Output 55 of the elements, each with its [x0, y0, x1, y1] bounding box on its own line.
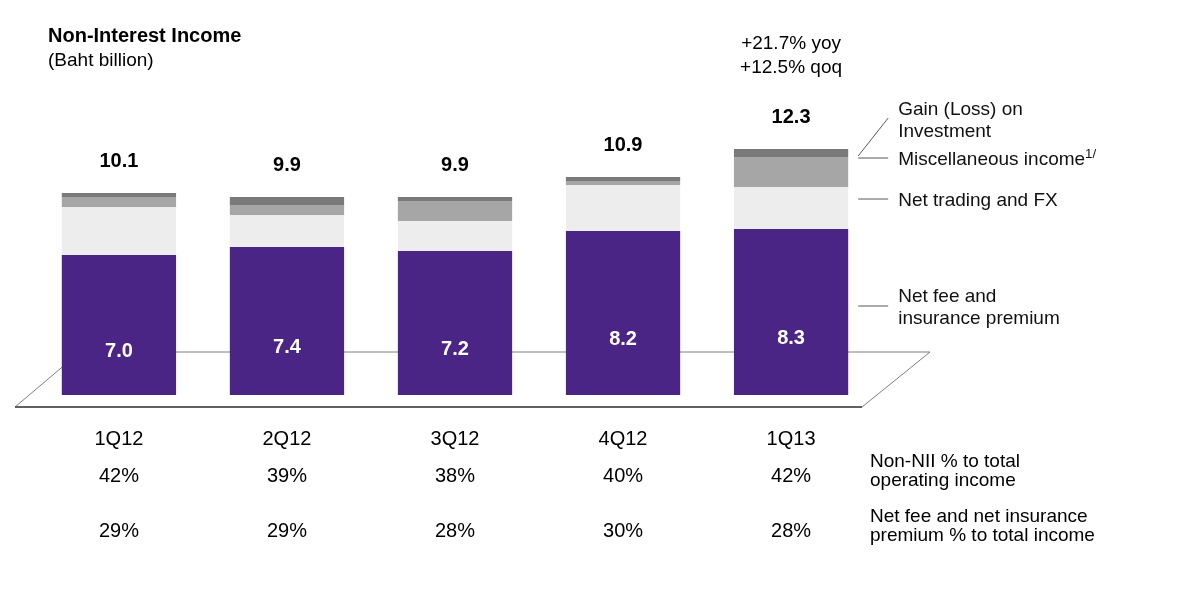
- chart-subtitle: (Baht billion): [48, 49, 154, 70]
- total-label: 10.1: [99, 149, 139, 171]
- bar: [397, 221, 513, 251]
- text: Net fee and net insurance premium % to total income: [870, 505, 1095, 545]
- bar: [733, 187, 849, 229]
- x-tick-label: 1Q13: [766, 427, 816, 449]
- bar: [61, 207, 177, 255]
- text: 28%: [771, 519, 812, 541]
- bar: [229, 205, 345, 215]
- x-tick-label: 1Q12: [94, 427, 144, 449]
- text: +12.5% qoq: [740, 56, 843, 77]
- text: +21.7% yoy: [741, 32, 842, 53]
- bar: [397, 197, 513, 201]
- data-label: 8.2: [609, 327, 637, 349]
- text: 38%: [434, 464, 476, 486]
- bar: [397, 201, 513, 221]
- text: 29%: [98, 519, 140, 541]
- text: 39%: [266, 464, 308, 486]
- bar: [733, 229, 849, 395]
- text: 42%: [98, 464, 140, 486]
- text: 30%: [603, 519, 644, 541]
- data-label: 8.3: [777, 326, 805, 348]
- text: Gain (Loss) on Investment: [898, 98, 1023, 141]
- bar: [229, 215, 345, 247]
- bar: [229, 247, 345, 395]
- text: Miscellaneous income$^{1/}$: [898, 145, 1097, 169]
- total-label: 12.3: [771, 105, 811, 127]
- bar: [565, 181, 681, 185]
- x-tick-label: 3Q12: [430, 427, 480, 449]
- data-label: 7.0: [105, 339, 133, 361]
- bar: [229, 197, 345, 205]
- total-label: 9.9: [273, 153, 301, 175]
- data-label: 7.2: [441, 337, 469, 359]
- bar: [733, 157, 849, 187]
- text: Net trading and FX: [898, 189, 1058, 210]
- bar: [61, 197, 177, 207]
- text: 40%: [603, 464, 644, 486]
- text: 29%: [266, 519, 308, 541]
- data-label: 7.4: [273, 335, 302, 357]
- total-label: 9.9: [441, 153, 469, 175]
- bar: [733, 149, 849, 157]
- chart-title: Non-Interest Income: [48, 24, 242, 46]
- x-tick-label: 2Q12: [262, 427, 312, 449]
- text: 42%: [771, 464, 812, 486]
- bar: [61, 193, 177, 197]
- bar: [61, 255, 177, 395]
- bar: [565, 185, 681, 231]
- text: Non-NII % to total operating income: [870, 450, 1020, 490]
- bar: [397, 251, 513, 395]
- bar: [565, 231, 681, 395]
- x-tick-label: 4Q12: [598, 427, 648, 449]
- bar: [565, 177, 681, 181]
- total-label: 10.9: [603, 133, 643, 155]
- text: 28%: [434, 519, 476, 541]
- text: Net fee and insurance premium: [898, 285, 1060, 328]
